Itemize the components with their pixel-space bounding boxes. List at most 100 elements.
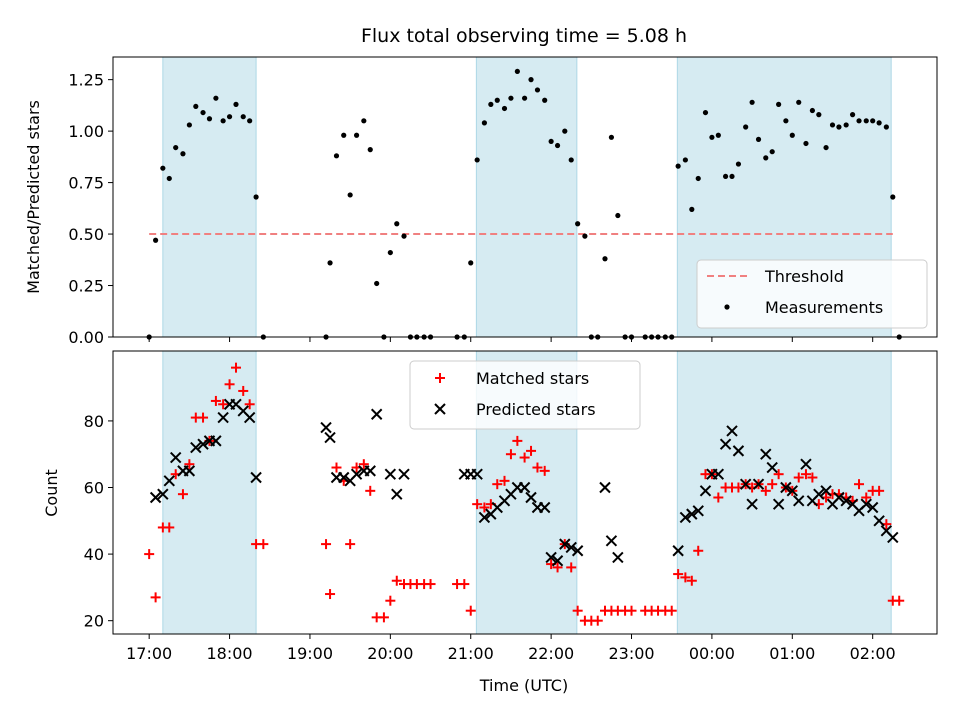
- predicted-star-point: [571, 545, 584, 557]
- x-tick-label: 00:00: [689, 644, 735, 663]
- x-tick-label: 21:00: [448, 644, 494, 663]
- matched-star-point: [760, 485, 771, 496]
- predicted-star-point-b: [772, 498, 785, 510]
- predicted-star-point-b: [471, 468, 483, 480]
- measurement-point: [327, 260, 333, 266]
- predicted-star-point: [766, 461, 778, 474]
- predicted-star-point-b: [391, 488, 403, 500]
- predicted-star-point-b: [612, 551, 624, 564]
- measurement-point: [843, 122, 849, 128]
- predicted-star-point-b: [605, 535, 618, 547]
- measurement-point: [722, 173, 729, 180]
- predicted-star-point: [813, 488, 825, 500]
- measurement-point: [468, 260, 474, 266]
- predicted-star-point-b: [846, 498, 859, 510]
- measurement-point: [206, 116, 213, 122]
- bottom-y-tick-label: 40: [84, 545, 104, 564]
- predicted-star-point-b: [565, 541, 577, 554]
- x-tick-label: 17:00: [126, 644, 172, 663]
- measurement-point: [776, 101, 782, 107]
- measurement-point: [575, 221, 581, 227]
- measurement-point: [394, 221, 400, 227]
- measurement-point: [347, 192, 353, 198]
- measurement-point: [883, 124, 889, 130]
- predicted-star-point-b: [545, 551, 557, 564]
- predicted-star-point: [612, 551, 624, 564]
- predicted-star-point-b: [559, 538, 571, 550]
- measurement-point: [890, 194, 896, 200]
- measurement-point: [494, 97, 500, 103]
- predicted-star-point: [786, 485, 799, 497]
- measurement-point: [173, 144, 179, 151]
- matched-star-point: [499, 475, 510, 486]
- matched-star-point: [512, 435, 523, 446]
- matched-star-point: [492, 479, 503, 490]
- predicted-star-point-b: [887, 531, 899, 544]
- predicted-star-point: [866, 501, 879, 514]
- predicted-star-point-b: [599, 481, 611, 494]
- measurement-point: [247, 118, 253, 124]
- measurement-point: [870, 118, 876, 124]
- legend-measurements-label: Measurements: [765, 298, 883, 317]
- predicted-star-point: [833, 491, 845, 504]
- measurement-point: [160, 165, 166, 171]
- measurement-point: [803, 140, 809, 147]
- top-y-tick-label: 1.00: [68, 122, 104, 141]
- predicted-star-point-b: [866, 501, 879, 514]
- measurement-point: [180, 151, 186, 157]
- predicted-star-point-b: [183, 465, 196, 477]
- predicted-star-point-b: [350, 468, 363, 480]
- measurement-point: [695, 175, 701, 182]
- measurement-point: [743, 124, 749, 130]
- matched-star-point: [800, 469, 811, 480]
- predicted-star-point: [370, 408, 383, 420]
- matched-star-point: [767, 479, 778, 490]
- matched-star-point: [230, 362, 241, 373]
- measurement-point: [783, 118, 789, 124]
- measurement-point: [615, 212, 621, 219]
- matched-star-point: [150, 592, 161, 603]
- matched-star-point: [465, 605, 476, 616]
- matched-star-point: [184, 459, 195, 470]
- legend-matched-label: Matched stars: [476, 369, 589, 388]
- matched-star-point: [210, 395, 221, 406]
- predicted-star-point-b: [551, 555, 564, 567]
- matched-star-point: [693, 545, 704, 556]
- measurement-point: [253, 194, 259, 200]
- measurement-point: [213, 95, 219, 101]
- shaded-region: [162, 351, 257, 634]
- predicted-star-point-b: [197, 438, 209, 450]
- measurement-point: [735, 161, 742, 167]
- matched-star-point: [566, 562, 577, 573]
- predicted-star-point-b: [726, 425, 738, 437]
- predicted-star-point: [525, 491, 537, 504]
- predicted-star-point-b: [692, 505, 704, 517]
- measurement-point: [863, 118, 869, 124]
- measurement-point: [582, 233, 588, 239]
- predicted-star-point-b: [712, 468, 725, 480]
- measurement-point: [153, 237, 159, 243]
- measurement-point: [749, 99, 755, 105]
- top-y-tick-label: 0.00: [68, 328, 104, 347]
- predicted-star-point: [391, 488, 403, 500]
- x-tick-label: 18:00: [207, 644, 253, 663]
- matched-star-point: [325, 589, 336, 600]
- measurement-point: [729, 173, 735, 180]
- matched-star-point: [773, 469, 784, 480]
- predicted-star-point-b: [786, 485, 799, 497]
- predicted-star-point: [157, 488, 169, 500]
- predicted-star-point-b: [370, 408, 383, 420]
- matched-star-point: [861, 492, 872, 503]
- predicted-star-point: [518, 481, 531, 494]
- predicted-star-point-b: [364, 465, 376, 477]
- measurement-point: [240, 114, 246, 120]
- bottom-axes-frame: [112, 350, 938, 635]
- matched-star-point: [459, 579, 470, 590]
- predicted-star-point: [243, 411, 256, 424]
- matched-star-point: [519, 452, 530, 463]
- matched-star-point: [358, 459, 369, 470]
- top-axes-frame: [112, 56, 938, 338]
- measurement-point: [508, 95, 514, 101]
- matched-star-point: [626, 605, 637, 616]
- x-tick-label: 19:00: [287, 644, 333, 663]
